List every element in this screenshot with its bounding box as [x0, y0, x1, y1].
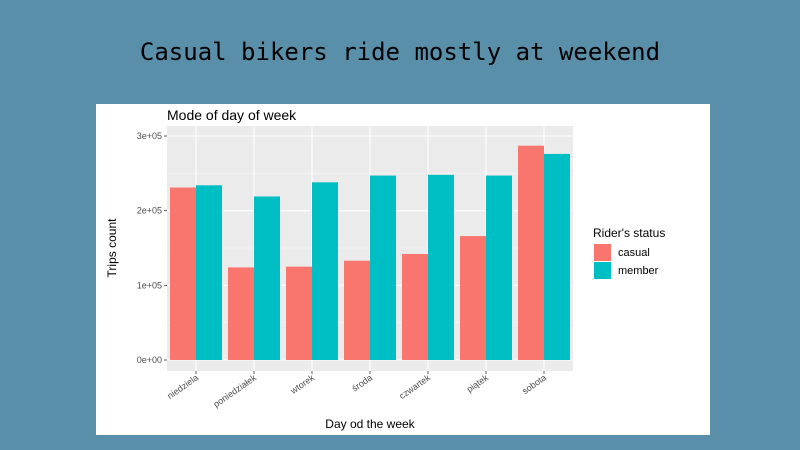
legend-swatch-casual [594, 244, 611, 261]
chart-title: Mode of day of week [167, 107, 297, 123]
x-tick-label: wtorek [288, 372, 317, 396]
bar-member-5 [486, 175, 512, 360]
bar-member-2 [312, 182, 338, 360]
bar-casual-6 [518, 145, 544, 360]
y-tick-label: 2e+05 [137, 206, 162, 216]
chart-panel: Mode of day of week 0e+00 1e+05 2e+05 3e+05… [96, 104, 710, 435]
x-axis-label: Day od the week [325, 417, 415, 431]
bar-member-6 [544, 153, 570, 360]
bar-member-3 [370, 175, 396, 360]
y-axis-label: Trips count [105, 218, 119, 278]
bar-member-0 [196, 185, 222, 360]
legend-swatch-member [594, 262, 611, 279]
bar-member-1 [254, 196, 280, 360]
y-tick-label: 1e+05 [137, 280, 162, 290]
bar-member-4 [428, 174, 454, 360]
legend-title: Rider's status [593, 226, 665, 240]
legend: Rider's status casual member [593, 226, 665, 279]
x-tick-label: niedziela [165, 372, 200, 401]
x-axis: niedziela poniedziałek wtorek środa czwartek… [165, 371, 548, 409]
x-tick-label: środa [350, 372, 374, 393]
x-tick-label: piątek [465, 372, 491, 394]
x-tick-label: sobota [520, 372, 548, 396]
x-tick-label: czwartek [397, 372, 432, 401]
bars [170, 145, 570, 360]
legend-label-casual: casual [618, 247, 650, 259]
bar-casual-5 [460, 236, 486, 360]
bar-casual-4 [402, 253, 428, 360]
legend-label-member: member [618, 265, 659, 277]
bar-casual-0 [170, 187, 196, 360]
y-tick-label: 3e+05 [137, 131, 162, 141]
bar-casual-3 [344, 260, 370, 360]
x-tick-label: poniedziałek [211, 372, 258, 409]
y-axis: 0e+00 1e+05 2e+05 3e+05 [137, 131, 167, 365]
slide-title: Casual bikers ride mostly at weekend [139, 38, 661, 66]
bar-chart: Mode of day of week 0e+00 1e+05 2e+05 3e+05… [105, 107, 665, 431]
bar-casual-1 [228, 267, 254, 360]
bar-casual-2 [286, 266, 312, 360]
y-tick-label: 0e+00 [137, 355, 162, 365]
